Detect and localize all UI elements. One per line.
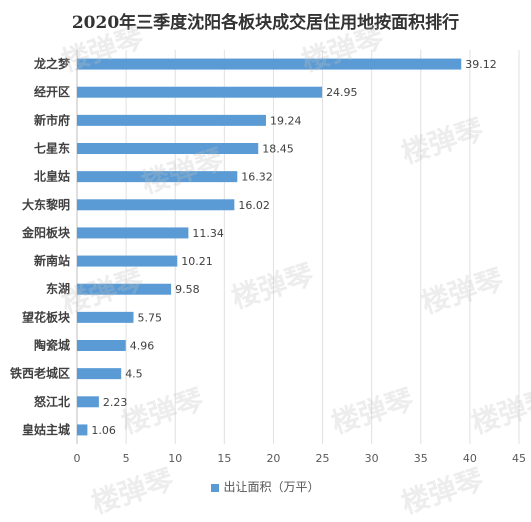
- category-label: 新市府: [34, 112, 70, 127]
- legend-label: 出让面积（万平）: [223, 480, 320, 494]
- category-label: 北皇姑: [34, 169, 70, 184]
- bar: [77, 424, 88, 436]
- x-axis-ticks: 0 5 10 15 20 25 30 35 40 45: [74, 452, 527, 465]
- x-tick-label: 20: [266, 452, 280, 465]
- value-label: 4.5: [125, 368, 143, 381]
- category-label: 陶瓷城: [34, 338, 70, 353]
- bar: [77, 255, 178, 267]
- bar: [77, 396, 99, 408]
- x-tick-label: 10: [168, 452, 182, 465]
- value-label: 1.06: [91, 424, 116, 437]
- value-label: 24.95: [326, 86, 358, 99]
- legend-swatch: [211, 483, 220, 492]
- legend: 出让面积（万平）: [0, 478, 531, 495]
- chart-title: 2020年三季度沈阳各板块成交居住用地按面积排行: [71, 13, 460, 33]
- value-label: 2.23: [103, 396, 128, 409]
- value-label: 5.75: [137, 311, 162, 324]
- bar: [77, 283, 172, 295]
- x-tick-label: 45: [512, 452, 526, 465]
- value-labels: 39.12 24.95 19.24 18.45 16.32 16.02 11.34 10.21…: [91, 58, 496, 437]
- category-label: 皇姑主城: [22, 422, 70, 437]
- value-label: 39.12: [465, 58, 497, 71]
- x-tick-label: 5: [123, 452, 130, 465]
- bar: [77, 199, 235, 211]
- bar: [77, 311, 134, 323]
- value-label: 18.45: [262, 143, 294, 156]
- bar: [77, 143, 259, 154]
- category-labels: 龙之梦经开区新市府七星东北皇姑大东黎明金阳板块新南站东湖望花板块陶瓷城铁西老城区…: [10, 56, 71, 437]
- category-label: 金阳板块: [21, 225, 71, 240]
- value-label: 9.58: [175, 283, 200, 296]
- value-label: 16.02: [238, 199, 269, 212]
- x-tick-label: 15: [217, 452, 231, 465]
- category-label: 经开区: [34, 84, 70, 99]
- bar: [77, 114, 266, 126]
- bar: [77, 227, 189, 239]
- grid-lines: [76, 50, 520, 444]
- x-tick-label: 25: [316, 452, 330, 465]
- value-label: 10.21: [181, 255, 213, 268]
- value-label: 11.34: [192, 227, 224, 240]
- x-tick-label: 40: [463, 452, 477, 465]
- bar: [77, 58, 462, 70]
- x-tick-label: 30: [365, 452, 379, 465]
- category-label: 七星东: [34, 141, 70, 156]
- bar: [77, 340, 126, 351]
- bar: [77, 368, 122, 380]
- category-label: 望花板块: [22, 309, 71, 324]
- bar: [77, 171, 238, 183]
- bars: [77, 58, 462, 436]
- category-label: 新南站: [34, 253, 70, 268]
- bar-chart: 龙之梦经开区新市府七星东北皇姑大东黎明金阳板块新南站东湖望花板块陶瓷城铁西老城区…: [10, 50, 527, 465]
- category-label: 怒江北: [34, 394, 70, 409]
- value-label: 4.96: [130, 340, 155, 353]
- category-label: 龙之梦: [34, 56, 71, 71]
- category-label: 大东黎明: [22, 197, 70, 212]
- value-label: 16.32: [241, 171, 272, 184]
- bar: [77, 86, 323, 98]
- value-label: 19.24: [270, 114, 302, 127]
- category-label: 东湖: [46, 281, 70, 296]
- x-tick-label: 0: [74, 452, 81, 465]
- x-tick-label: 35: [414, 452, 428, 465]
- category-label: 铁西老城区: [10, 366, 70, 381]
